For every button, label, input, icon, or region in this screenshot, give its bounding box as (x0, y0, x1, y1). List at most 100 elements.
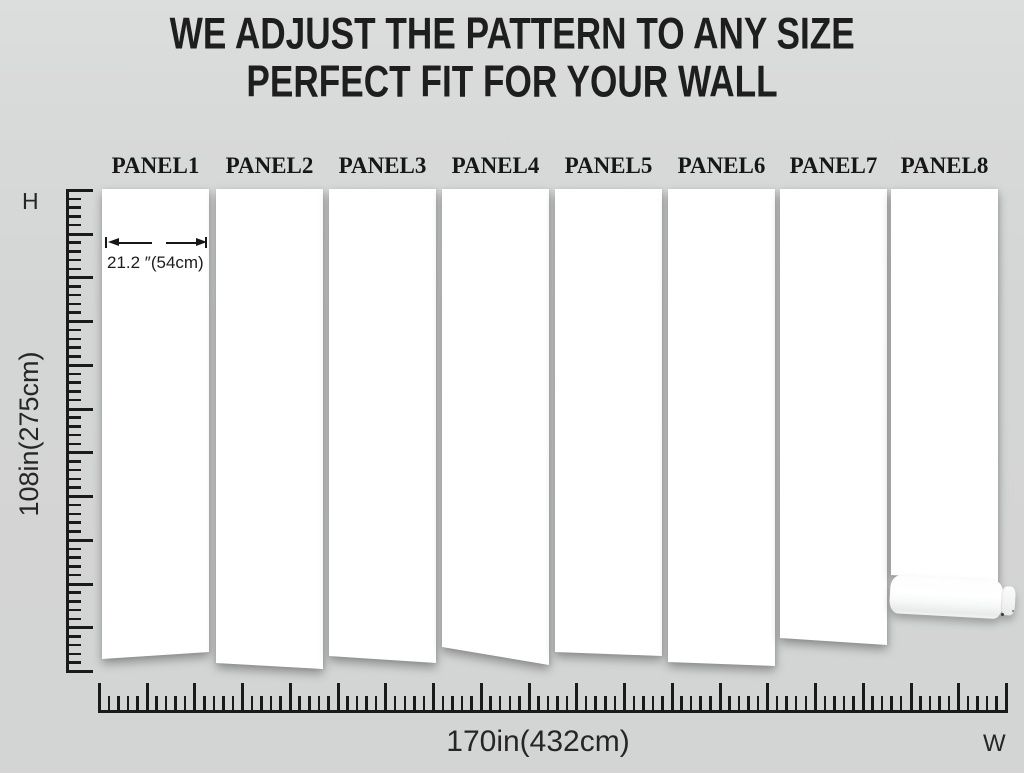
ruler-tick (966, 696, 970, 713)
ruler-tick (66, 573, 81, 577)
ruler-tick (317, 696, 321, 713)
panel-sheet (216, 189, 323, 669)
ruler-tick (66, 355, 81, 358)
ruler-tick (909, 683, 913, 713)
ruler-tick (164, 696, 168, 713)
panel-3 (329, 189, 436, 663)
ruler-tick (66, 215, 81, 218)
ruler-tick (66, 250, 81, 253)
ruler-tick (222, 696, 225, 713)
ruler-tick (66, 206, 81, 209)
panel-1 (102, 189, 209, 659)
ruler-tick (1005, 683, 1008, 713)
ruler-tick (985, 696, 989, 713)
ruler-tick (66, 241, 81, 244)
ruler-tick (689, 696, 693, 713)
ruler-tick (66, 582, 93, 586)
ruler-tick (919, 696, 922, 713)
ruler-tick (231, 696, 235, 713)
ruler-tick (833, 696, 836, 713)
ruler-tick (374, 696, 378, 713)
ruler-tick (422, 696, 426, 713)
ruler-tick (66, 565, 81, 568)
panel-label-7: PANEL7 (789, 153, 878, 178)
ruler-tick (279, 696, 282, 713)
ruler-tick (66, 293, 81, 297)
ruler-tick (183, 696, 187, 713)
ruler-tick (613, 696, 617, 713)
ruler-tick (66, 398, 81, 402)
ruler-tick (794, 696, 798, 713)
ruler-tick (890, 696, 893, 713)
ruler-tick (66, 477, 81, 481)
panel-4 (442, 189, 549, 665)
ruler-tick (66, 425, 81, 428)
ruler-tick (546, 696, 550, 713)
measure-line-right (166, 242, 197, 244)
arrow-right-icon (196, 238, 207, 246)
panel-label-6: PANEL6 (677, 153, 766, 178)
ruler-tick (365, 696, 368, 713)
measure-end-bar-right (205, 237, 207, 248)
ruler-tick (66, 495, 93, 499)
ruler-tick (728, 696, 731, 713)
ruler-tick (269, 696, 273, 713)
ruler-tick (66, 433, 81, 437)
panel-6 (668, 189, 775, 666)
ruler-tick (766, 683, 770, 713)
ruler-tick (308, 696, 311, 713)
ruler-tick (747, 696, 750, 713)
ruler-tick (155, 696, 158, 713)
title-text-2: PERFECT FIT FOR YOUR WALL (246, 56, 778, 107)
roll-end-dot (1001, 613, 1004, 616)
ruler-tick (336, 683, 340, 713)
ruler-tick (241, 683, 245, 713)
ruler-tick (680, 696, 683, 713)
ruler-tick (861, 683, 865, 713)
ruler-tick (212, 696, 216, 713)
ruler-tick (393, 696, 397, 713)
ruler-tick (66, 538, 93, 542)
ruler-tick (66, 407, 93, 411)
ruler-tick (66, 416, 81, 419)
ruler-tick (66, 530, 81, 533)
ruler-tick (632, 696, 636, 713)
ruler-tick (899, 696, 903, 713)
ruler-tick (928, 696, 932, 713)
ruler-tick (384, 683, 388, 713)
ruler-tick (785, 696, 788, 713)
ruler-tick (66, 197, 81, 201)
ruler-tick (66, 311, 81, 314)
ruler-tick (451, 696, 454, 713)
ruler-tick (661, 696, 664, 713)
ruler-tick (604, 696, 607, 713)
panel-2 (216, 189, 323, 669)
arrow-left-icon (108, 238, 119, 246)
ruler-tick (709, 696, 712, 713)
panel-sheet (555, 189, 662, 656)
ruler-tick (66, 381, 81, 384)
ruler-tick (98, 683, 101, 713)
ruler-tick (756, 696, 760, 713)
ruler-tick (852, 696, 855, 713)
title-text-1: WE ADJUST THE PATTERN TO ANY SIZE (169, 8, 855, 59)
ruler-tick (66, 521, 81, 524)
panel-8 (891, 189, 998, 583)
panel-sheet (780, 189, 887, 645)
panel-label-2: PANEL2 (225, 153, 314, 178)
panel-sheet (329, 189, 436, 663)
ruler-tick (66, 223, 81, 227)
panel-7 (780, 189, 887, 645)
ruler-tick (947, 696, 951, 713)
ruler-tick (66, 451, 93, 455)
ruler-tick (117, 696, 120, 713)
ruler-tick (66, 337, 81, 341)
ruler-tick (346, 696, 349, 713)
ruler-tick (66, 276, 93, 280)
ruler-tick (66, 267, 81, 271)
ruler-tick (355, 696, 359, 713)
panel-5 (555, 189, 662, 656)
ruler-tick (66, 328, 81, 332)
ruler-tick (66, 608, 81, 612)
ruler-tick (565, 696, 569, 713)
